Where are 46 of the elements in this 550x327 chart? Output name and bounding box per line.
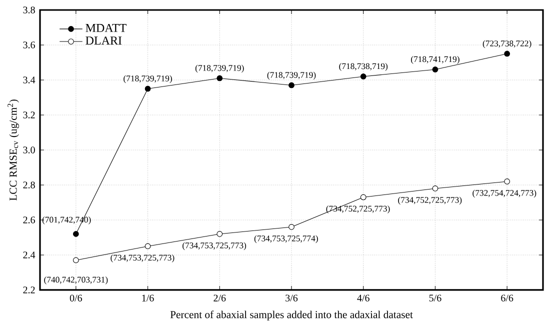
annotation: (718,739,719) <box>267 72 316 80</box>
annotation: (734,753,725,773) <box>110 254 174 262</box>
x-tick-label: 2/6 <box>214 294 226 302</box>
annotation: (718,739,719) <box>124 75 172 84</box>
annotation: (718,739,719) <box>195 64 244 73</box>
y-tick-label: 3.2 <box>23 112 35 118</box>
point <box>432 186 438 192</box>
y-tick-label: 3.0 <box>23 146 35 154</box>
y-tick-label: 3.8 <box>23 6 35 14</box>
point <box>432 66 438 72</box>
y-tick-label: 2.2 <box>23 286 35 294</box>
annotation: (723,738,722) <box>482 40 532 48</box>
point <box>216 231 223 237</box>
annotation: (718,738,719) <box>339 63 388 71</box>
annotation: (732,754,724,773) <box>472 190 536 198</box>
x-tick-label: 5/6 <box>429 294 442 302</box>
x-tick-label: 6/6 <box>501 294 514 302</box>
point <box>144 86 151 92</box>
annotation: (734,753,725,773) <box>182 242 246 250</box>
point <box>360 74 366 80</box>
legend-label: MDATT <box>86 24 126 32</box>
x-tick-label: 3/6 <box>286 294 298 302</box>
x-tick-label: 1/6 <box>142 294 154 302</box>
y-tick-label: 3.4 <box>23 76 36 84</box>
annotation: (718,741,719) <box>411 56 460 64</box>
point <box>504 50 510 57</box>
y-tick-label: 2.8 <box>23 182 35 188</box>
point <box>288 82 294 88</box>
y-tick-label: 2.6 <box>23 216 35 224</box>
annotation: (740,742,703,731) <box>44 276 108 284</box>
point <box>73 257 79 264</box>
x-tick-label: 0/6 <box>70 294 82 302</box>
point <box>288 224 294 230</box>
point <box>73 231 79 237</box>
annotation: (734,752,725,773) <box>398 196 462 205</box>
annotation: (734,753,725,774) <box>254 235 318 244</box>
y-tick-label: 2.4 <box>23 252 36 258</box>
point <box>216 75 223 82</box>
y-axis-title: LCC RMSE$_{cv}$ (ug/cm$^{2}$) <box>8 100 19 201</box>
legend-label: DLARI <box>86 36 122 45</box>
point <box>504 178 510 184</box>
x-axis-title: Percent of abaxial samples added into the adaxial dataset <box>170 310 413 320</box>
point <box>144 243 151 250</box>
y-tick-label: 3.6 <box>23 42 35 48</box>
point <box>360 194 366 200</box>
x-tick-label: 4/6 <box>357 294 370 302</box>
